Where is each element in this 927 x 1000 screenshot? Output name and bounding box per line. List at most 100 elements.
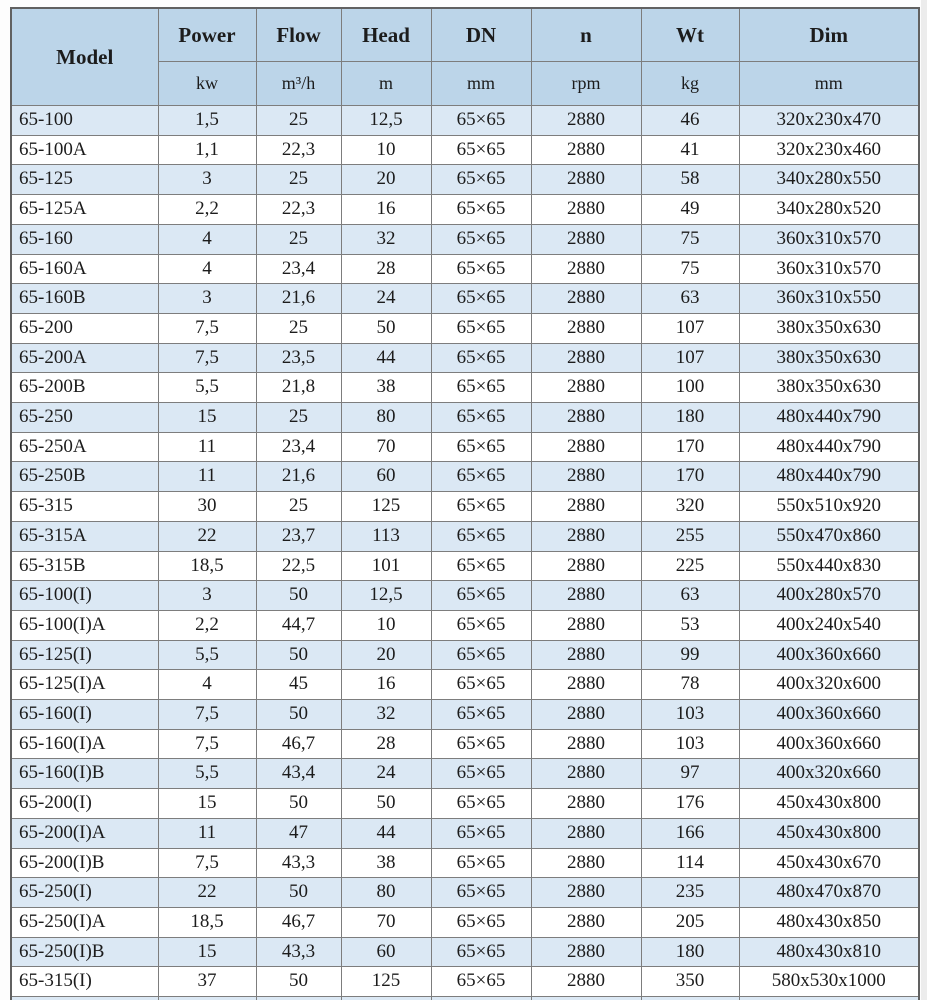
- page-right-margin: [921, 0, 927, 1000]
- cell-n: 2880: [530, 491, 642, 522]
- cell-dn: 65×65: [430, 342, 532, 374]
- cell-flow: 21,6: [255, 283, 342, 314]
- cell-model: 65-160(I)A: [10, 728, 159, 760]
- cell-model: 65-315A: [10, 520, 159, 552]
- cell-wt: 75: [640, 253, 740, 285]
- col-header-power: Power: [157, 7, 257, 62]
- cell-model: 65-250(I)B: [10, 936, 159, 968]
- cell-flow: 50: [255, 966, 342, 998]
- unit-n: rpm: [530, 61, 642, 106]
- cell-flow: 47: [255, 817, 342, 849]
- table-row: 65-200(I)A 11 47 44 65×65 2880 166 450x430x800: [10, 817, 920, 849]
- cell-flow: 22,3: [255, 194, 342, 225]
- cell-model: 65-315(I): [10, 966, 159, 998]
- cell-model: 65-315: [10, 491, 159, 522]
- cell-flow: 44,7: [255, 609, 342, 641]
- table-row: 65-250(I)B 15 43,3 60 65×65 2880 180 480x430x81…: [10, 936, 920, 968]
- cell-n: 2880: [530, 728, 642, 760]
- cell-wt: 41: [640, 134, 740, 166]
- cell-power: 30: [157, 491, 257, 522]
- unit-head: m: [340, 61, 432, 106]
- cell-head: 50: [340, 312, 432, 344]
- cell-dim: 400x360x660: [738, 728, 920, 760]
- cell-wt: 103: [640, 699, 740, 730]
- table-row: 65-100(I)A 2,2 44,7 10 65×65 2880 53 400x240x54…: [10, 609, 920, 641]
- cell-flow: 46,7: [255, 728, 342, 760]
- unit-flow: m³/h: [255, 61, 342, 106]
- cell-dim: 550x510x920: [738, 491, 920, 522]
- cell-dn: 65×65: [430, 699, 532, 730]
- cell-power: 7,5: [157, 728, 257, 760]
- cell-dn: 65×65: [430, 996, 532, 1000]
- cell-power: 37: [157, 966, 257, 998]
- unit-dim: mm: [738, 61, 920, 106]
- pump-spec-table: Model Power Flow Head DN n Wt Dim kw m³/…: [10, 7, 920, 1000]
- cell-dn: 65×65: [430, 847, 532, 879]
- cell-dim: 480x430x850: [738, 906, 920, 938]
- cell-flow: 22,3: [255, 134, 342, 166]
- cell-head: 24: [340, 758, 432, 790]
- cell-dn: 65×65: [430, 461, 532, 493]
- cell-dim: 550x470x860: [738, 520, 920, 552]
- cell-dn: 65×65: [430, 253, 532, 285]
- cell-dn: 65×65: [430, 669, 532, 701]
- cell-dn: 65×65: [430, 758, 532, 790]
- cell-n: 2880: [530, 431, 642, 463]
- cell-n: 2880: [530, 164, 642, 196]
- cell-flow: 43,3: [255, 936, 342, 968]
- cell-head: 38: [340, 847, 432, 879]
- col-header-dim: Dim: [738, 7, 920, 62]
- table-row: 65-250B 11 21,6 60 65×65 2880 170 480x440x790: [10, 461, 920, 493]
- cell-power: 4: [157, 223, 257, 255]
- cell-dn: 65×65: [430, 402, 532, 433]
- table-row: 65-200 7,5 25 50 65×65 2880 107 380x350x630: [10, 312, 920, 344]
- cell-wt: 107: [640, 312, 740, 344]
- cell-model: 65-200(I)B: [10, 847, 159, 879]
- cell-head: 28: [340, 253, 432, 285]
- cell-n: 2880: [530, 847, 642, 879]
- cell-flow: 50: [255, 877, 342, 908]
- cell-dim: 580x530x1000: [738, 966, 920, 998]
- cell-flow: 23,4: [255, 431, 342, 463]
- cell-wt: 100: [640, 372, 740, 404]
- cell-head: 125: [340, 966, 432, 998]
- unit-power: kw: [157, 61, 257, 106]
- table-row: 65-315(I)A3046,511065×652880335580x530x1…: [10, 996, 920, 1000]
- cell-n: 2880: [530, 609, 642, 641]
- cell-flow: 25: [255, 491, 342, 522]
- cell-flow: 21,8: [255, 372, 342, 404]
- cell-model: 65-250(I): [10, 877, 159, 908]
- cell-wt: 114: [640, 847, 740, 879]
- cell-dn: 65×65: [430, 966, 532, 998]
- cell-model: 65-200B: [10, 372, 159, 404]
- cell-head: 113: [340, 520, 432, 552]
- cell-power: 4: [157, 669, 257, 701]
- cell-model: 65-315(I)A: [10, 996, 159, 1000]
- cell-model: 65-200: [10, 312, 159, 344]
- cell-dn: 65×65: [430, 194, 532, 225]
- table-row: 65-315(I) 37 50 125 65×65 2880 350 580x530x1000: [10, 966, 920, 998]
- cell-dim: 360x310x570: [738, 223, 920, 255]
- table-row: 65-200B 5,5 21,8 38 65×65 2880 100 380x350x630: [10, 372, 920, 404]
- cell-dn: 65×65: [430, 283, 532, 314]
- cell-power: 11: [157, 431, 257, 463]
- cell-dn: 65×65: [430, 639, 532, 671]
- cell-flow: 21,6: [255, 461, 342, 493]
- cell-wt: 49: [640, 194, 740, 225]
- cell-head: 12,5: [340, 105, 432, 136]
- cell-model: 65-160(I): [10, 699, 159, 730]
- cell-head: 101: [340, 550, 432, 582]
- cell-n: 2880: [530, 342, 642, 374]
- cell-wt: 255: [640, 520, 740, 552]
- cell-head: 10: [340, 134, 432, 166]
- table-row: 65-125A 2,2 22,3 16 65×65 2880 49 340x280x520: [10, 194, 920, 225]
- cell-dim: 450x430x670: [738, 847, 920, 879]
- cell-head: 44: [340, 817, 432, 849]
- table-row: 65-250A 11 23,4 70 65×65 2880 170 480x440x790: [10, 431, 920, 463]
- cell-head: 125: [340, 491, 432, 522]
- cell-model: 65-250: [10, 402, 159, 433]
- cell-n: 2880: [530, 194, 642, 225]
- cell-power: 11: [157, 817, 257, 849]
- cell-n: 2880: [530, 520, 642, 552]
- cell-n: 2880: [530, 877, 642, 908]
